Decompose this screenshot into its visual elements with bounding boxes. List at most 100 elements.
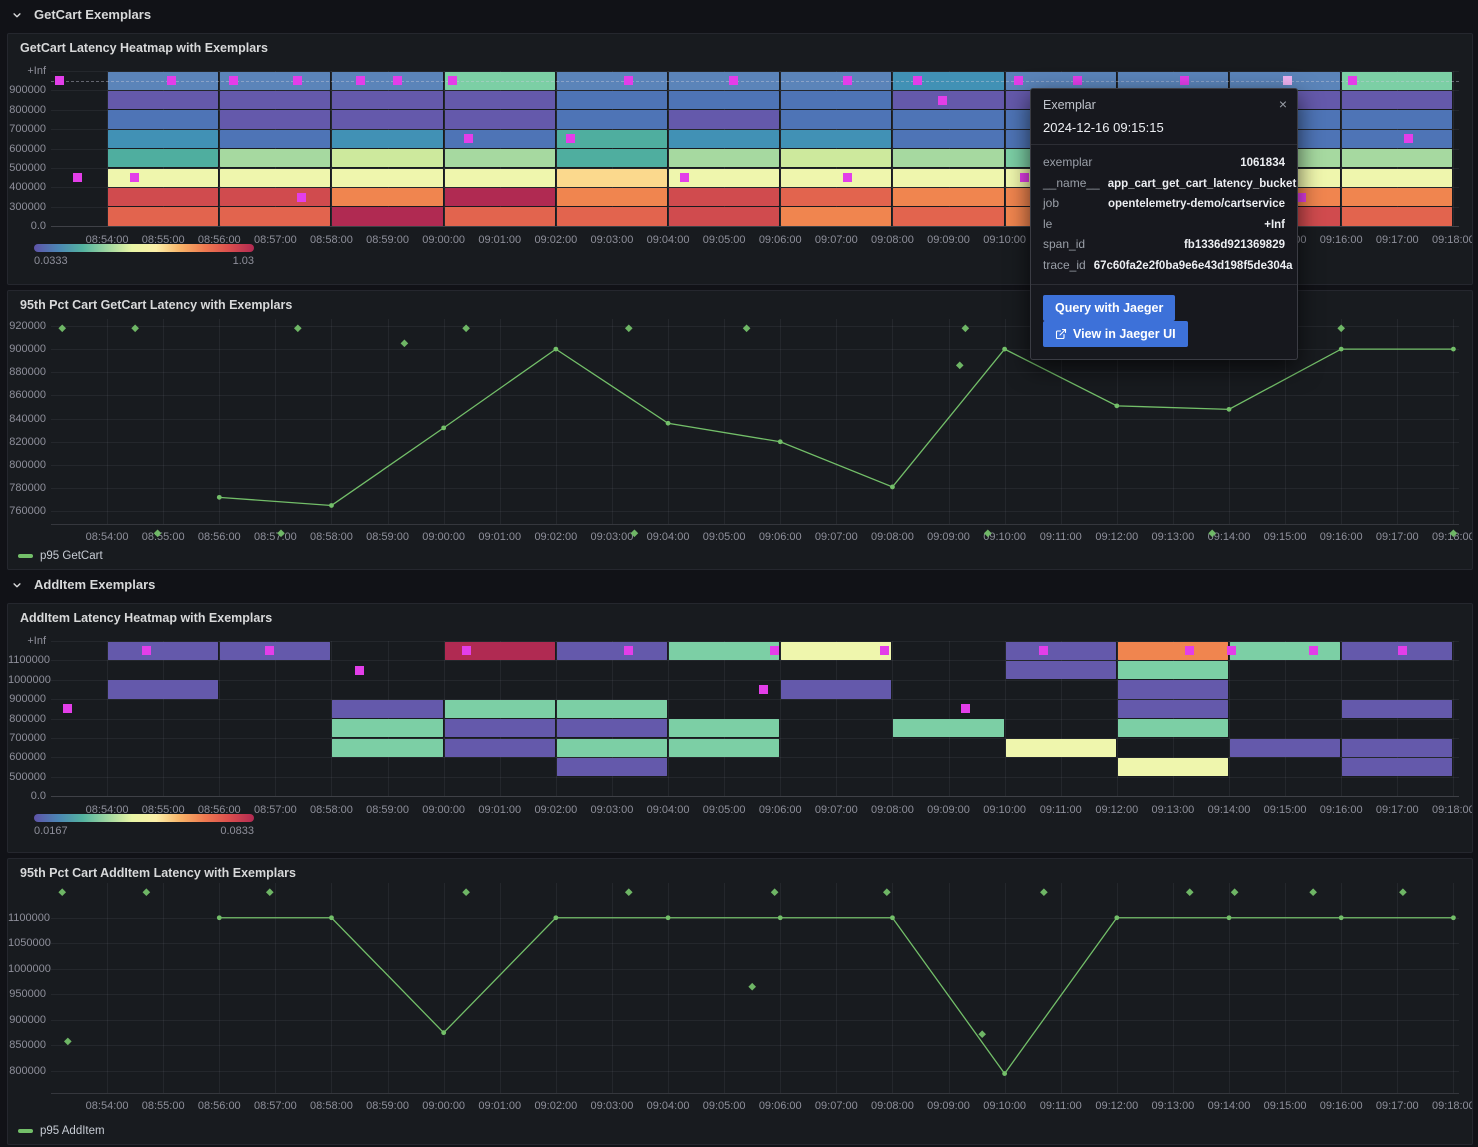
heatmap-cell[interactable] [220, 149, 331, 168]
exemplar-diamond-marker[interactable] [624, 888, 633, 897]
exemplar-marker[interactable] [843, 173, 853, 183]
heatmap-cell[interactable] [444, 719, 555, 738]
heatmap-cell[interactable] [781, 168, 892, 187]
heatmap-cell[interactable] [220, 110, 331, 129]
heatmap-cell[interactable] [669, 90, 780, 110]
heatmap-cell[interactable] [781, 641, 892, 660]
heatmap-cell[interactable] [1342, 699, 1453, 719]
heatmap-cell[interactable] [108, 110, 219, 129]
heatmap-cell[interactable] [332, 207, 443, 226]
heatmap-cell[interactable] [669, 641, 780, 660]
exemplar-diamond-marker[interactable] [883, 888, 891, 897]
exemplar-marker[interactable] [1308, 646, 1318, 656]
heatmap-cell[interactable] [669, 110, 780, 129]
exemplar-marker[interactable] [356, 76, 366, 86]
heatmap-cell[interactable] [332, 187, 443, 207]
exemplar-diamond-marker[interactable] [978, 1030, 987, 1039]
heatmap-cell[interactable] [669, 168, 780, 187]
exemplar-marker[interactable] [129, 173, 139, 183]
exemplar-diamond-marker[interactable] [400, 339, 409, 348]
heatmap-cell[interactable] [220, 641, 331, 660]
heatmap-cell[interactable] [332, 149, 443, 168]
exemplar-marker[interactable] [63, 704, 73, 714]
heatmap-cell[interactable] [556, 168, 668, 187]
heatmap-cell[interactable] [1230, 641, 1341, 660]
exemplar-diamond-marker[interactable] [1185, 888, 1194, 897]
heatmap-cell[interactable] [781, 207, 892, 226]
exemplar-diamond-marker[interactable] [142, 888, 151, 897]
exemplar-marker[interactable] [464, 134, 474, 144]
heatmap-cell[interactable] [556, 738, 668, 757]
heatmap-cell[interactable] [669, 149, 780, 168]
exemplar-diamond-marker[interactable] [1230, 888, 1239, 897]
heatmap-cell[interactable] [1342, 149, 1453, 168]
exemplar-marker[interactable] [913, 76, 923, 86]
heatmap-cell[interactable] [781, 110, 892, 129]
exemplar-marker[interactable] [938, 95, 948, 105]
heatmap-cell[interactable] [332, 719, 443, 738]
exemplar-marker[interactable] [624, 76, 634, 86]
heatmap-cell[interactable] [1342, 187, 1453, 207]
heatmap-cell[interactable] [1117, 660, 1228, 680]
heatmap-cell[interactable] [1342, 71, 1453, 90]
exemplar-marker[interactable] [167, 76, 177, 86]
exemplar-marker[interactable] [843, 76, 853, 86]
heatmap-cell[interactable] [108, 207, 219, 226]
heatmap-cell[interactable] [332, 168, 443, 187]
heatmap-cell[interactable] [556, 757, 668, 777]
heatmap-cell[interactable] [1117, 680, 1228, 699]
heatmap-cell[interactable] [444, 90, 555, 110]
exemplar-marker[interactable] [1227, 646, 1237, 656]
heatmap-cell[interactable] [669, 738, 780, 757]
heatmap-cell[interactable] [893, 110, 1004, 129]
heatmap-cell[interactable] [1342, 90, 1453, 110]
exemplar-marker[interactable] [228, 76, 238, 86]
heatmap-cell[interactable] [556, 71, 668, 90]
exemplar-diamond-marker[interactable] [1309, 888, 1317, 897]
heatmap-cell[interactable] [893, 129, 1004, 149]
heatmap-cell[interactable] [444, 187, 555, 207]
heatmap-cell[interactable] [220, 168, 331, 187]
heatmap-cell[interactable] [332, 110, 443, 129]
heatmap-cell[interactable] [1342, 129, 1453, 149]
heatmap-cell[interactable] [556, 699, 668, 719]
heatmap-cell[interactable] [220, 90, 331, 110]
heatmap-cell[interactable] [556, 110, 668, 129]
heatmap-cell[interactable] [444, 207, 555, 226]
series-legend[interactable]: p95 GetCart [18, 550, 103, 562]
heatmap-cell[interactable] [108, 641, 219, 660]
heatmap-cell[interactable] [669, 719, 780, 738]
exemplar-marker-highlighted[interactable] [1283, 76, 1293, 86]
exemplar-marker[interactable] [1347, 76, 1357, 86]
heatmap-cell[interactable] [1230, 738, 1341, 757]
series-label[interactable]: p95 AddItem [40, 1125, 105, 1137]
heatmap-cell[interactable] [332, 699, 443, 719]
heatmap-cell[interactable] [893, 207, 1004, 226]
heatmap-cell[interactable] [1005, 660, 1116, 680]
heatmap-cell[interactable] [1342, 641, 1453, 660]
heatmap-cell[interactable] [444, 641, 555, 660]
heatmap-cell[interactable] [220, 187, 331, 207]
heatmap-cell[interactable] [556, 641, 668, 660]
heatmap-cell[interactable] [332, 738, 443, 757]
exemplar-diamond-marker[interactable] [1040, 888, 1048, 897]
panel-title[interactable]: AddItem Latency Heatmap with Exemplars [20, 611, 273, 625]
heatmap-cell[interactable] [444, 699, 555, 719]
heatmap-cell[interactable] [556, 187, 668, 207]
heatmap-cell[interactable] [108, 149, 219, 168]
heatmap-cell[interactable] [669, 187, 780, 207]
heatmap-cell[interactable] [1342, 168, 1453, 187]
exemplar-marker[interactable] [1073, 76, 1083, 86]
heatmap-cell[interactable] [781, 187, 892, 207]
panel-title[interactable]: GetCart Latency Heatmap with Exemplars [20, 41, 268, 55]
heatmap-cell[interactable] [444, 149, 555, 168]
exemplar-marker[interactable] [1019, 173, 1029, 183]
heatmap-cell[interactable] [220, 71, 331, 90]
panel-title[interactable]: 95th Pct Cart AddItem Latency with Exemp… [20, 866, 297, 880]
exemplar-marker[interactable] [393, 76, 403, 86]
exemplar-diamond-marker[interactable] [64, 1037, 72, 1046]
heatmap-cell[interactable] [220, 207, 331, 226]
heatmap-cell[interactable] [444, 71, 555, 90]
exemplar-marker[interactable] [624, 646, 634, 656]
heatmap-cell[interactable] [1342, 207, 1453, 226]
